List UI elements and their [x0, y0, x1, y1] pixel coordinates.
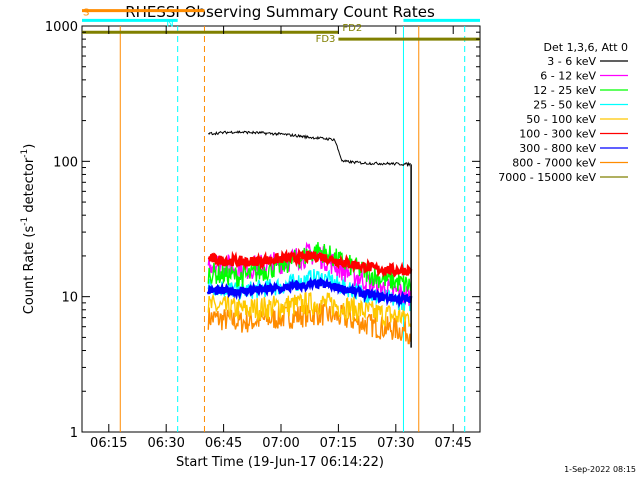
y-label-part: Count Rate (s	[22, 226, 37, 315]
legend-label: 800 - 7000 keV	[512, 157, 596, 170]
y-tick-label: 1	[70, 426, 78, 441]
legend-title: Det 1,3,6, Att 0	[544, 41, 628, 54]
y-tick-label: 1000	[45, 20, 78, 35]
data-series	[206, 130, 413, 348]
y-label-part: )	[22, 144, 37, 149]
flag-label: S	[83, 8, 89, 19]
vertical-markers	[119, 26, 466, 432]
x-tick-label: 06:30	[147, 436, 184, 451]
x-tick-label: 07:30	[377, 436, 414, 451]
footer-date: 1-Sep-2022 08:15	[564, 465, 636, 474]
axes: 06:15 06:30 06:45 07:00 07:15 07:30 07:45 1 10 10…	[45, 20, 480, 451]
x-tick-label: 06:15	[90, 436, 127, 451]
legend-label: 7000 - 15000 keV	[498, 171, 596, 184]
x-axis-label: Start Time (19-Jun-17 06:14:22)	[176, 455, 384, 470]
legend-label: 50 - 100 keV	[526, 113, 596, 126]
x-tick-label: 06:45	[205, 436, 242, 451]
series-line	[207, 130, 411, 168]
chart-title: RHESSI Observing Summary Count Rates	[125, 3, 435, 21]
plot-frame	[81, 25, 481, 433]
legend-label: 3 - 6 keV	[547, 55, 596, 68]
series-line	[206, 276, 413, 309]
x-tick-label: 07:00	[262, 436, 299, 451]
legend-label: 100 - 300 keV	[519, 128, 596, 141]
y-label-exp: -1	[20, 217, 30, 226]
legend-label: 12 - 25 keV	[533, 84, 596, 97]
series-line	[207, 247, 413, 278]
x-tick-label: 07:45	[434, 436, 471, 451]
y-tick-label: 100	[53, 155, 78, 170]
series-line	[207, 300, 412, 345]
y-label-part: detector	[22, 157, 37, 217]
y-tick-label: 10	[61, 291, 78, 306]
flag-label: N	[166, 18, 173, 29]
flag-label: FD3	[316, 34, 336, 45]
series-line	[207, 292, 412, 328]
flag-bars: S N FD2 FD3	[82, 8, 480, 45]
x-tick-label: 07:15	[320, 436, 357, 451]
legend-label: 6 - 12 keV	[540, 70, 596, 83]
y-label-exp: -1	[20, 149, 30, 158]
legend-label: 25 - 50 keV	[533, 99, 596, 112]
legend-label: 300 - 800 keV	[519, 142, 596, 155]
y-axis-label: Count Rate (s-1 detector-1)	[20, 144, 37, 315]
flag-label: FD2	[342, 23, 362, 34]
